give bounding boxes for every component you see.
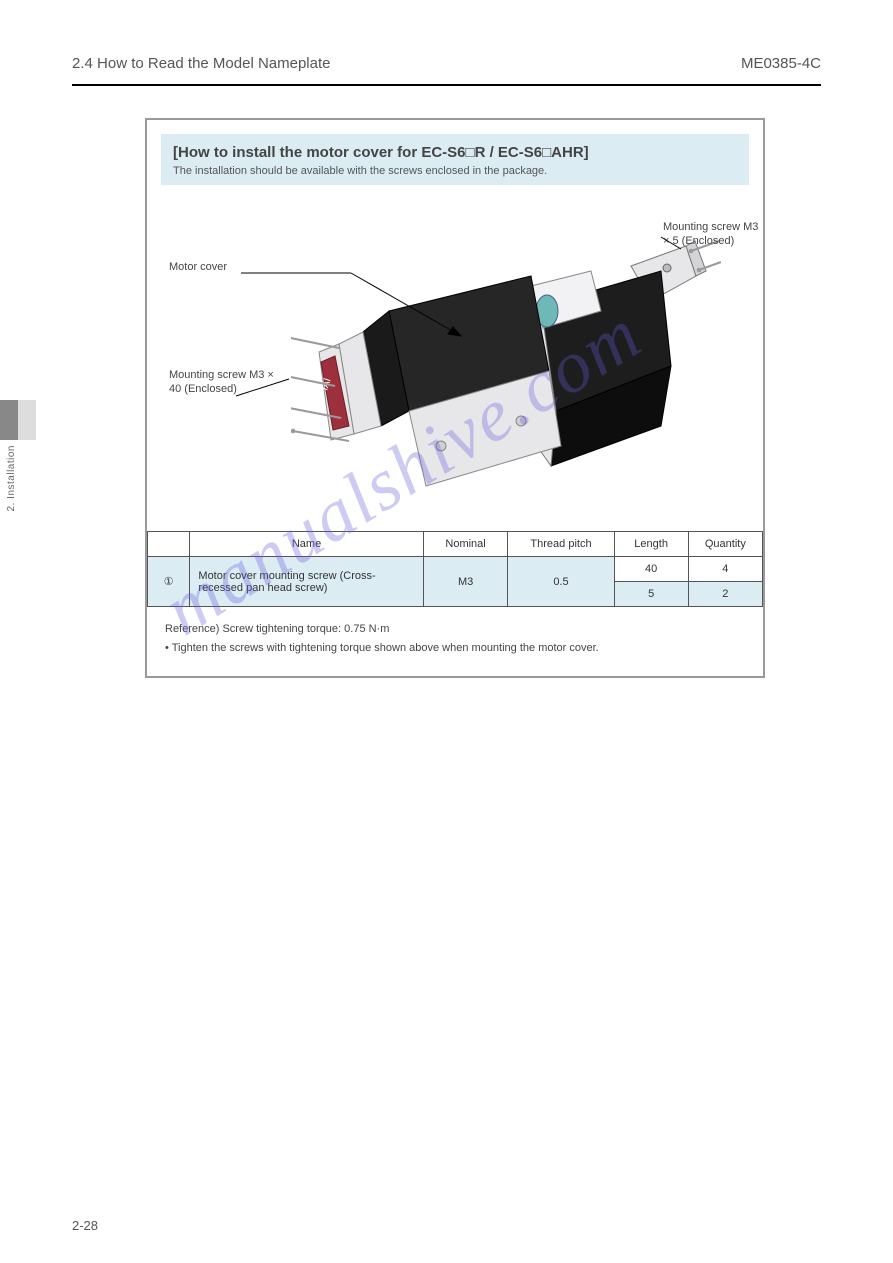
spec-table: Name Nominal Thread pitch Length Quantit… xyxy=(147,531,763,607)
instruction-panel: [How to install the motor cover for EC-S… xyxy=(145,118,765,678)
col-pitch: Thread pitch xyxy=(508,532,614,557)
table-header-row: Name Nominal Thread pitch Length Quantit… xyxy=(148,532,763,557)
leader-lines xyxy=(161,191,781,531)
notes-block: Reference) Screw tightening torque: 0.75… xyxy=(165,621,745,656)
cell-qty-a: 4 xyxy=(688,557,762,582)
cell-index: ① xyxy=(148,557,190,607)
chapter-tab-label: 2. Installation xyxy=(6,445,17,511)
note-torque: Reference) Screw tightening torque: 0.75… xyxy=(165,621,745,638)
panel-title: [How to install the motor cover for EC-S… xyxy=(173,144,737,161)
cell-qty-b: 2 xyxy=(688,582,762,607)
cell-length-a: 40 xyxy=(614,557,688,582)
cell-nominal: M3 xyxy=(423,557,508,607)
col-name: Name xyxy=(190,532,423,557)
header-doc-id: ME0385-4C xyxy=(741,55,821,72)
header-section-title: 2.4 How to Read the Model Nameplate xyxy=(72,55,330,72)
col-length: Length xyxy=(614,532,688,557)
panel-title-band: [How to install the motor cover for EC-S… xyxy=(161,134,749,185)
page-number: 2-28 xyxy=(72,1218,98,1233)
cell-pitch: 0.5 xyxy=(508,557,614,607)
table-row: ① Motor cover mounting screw (Cross-rece… xyxy=(148,557,763,582)
col-nominal: Nominal xyxy=(423,532,508,557)
cell-length-b: 5 xyxy=(614,582,688,607)
col-blank xyxy=(148,532,190,557)
header-rule xyxy=(72,84,821,86)
col-qty: Quantity xyxy=(688,532,762,557)
cell-name: Motor cover mounting screw (Cross-recess… xyxy=(190,557,423,607)
figure-area: IAI Motor cover Mounting screw M3 × 40 (… xyxy=(161,191,749,531)
note-instruction: • Tighten the screws with tightening tor… xyxy=(165,640,745,657)
panel-subtitle: The installation should be available wit… xyxy=(173,165,737,177)
chapter-tab xyxy=(0,400,36,440)
